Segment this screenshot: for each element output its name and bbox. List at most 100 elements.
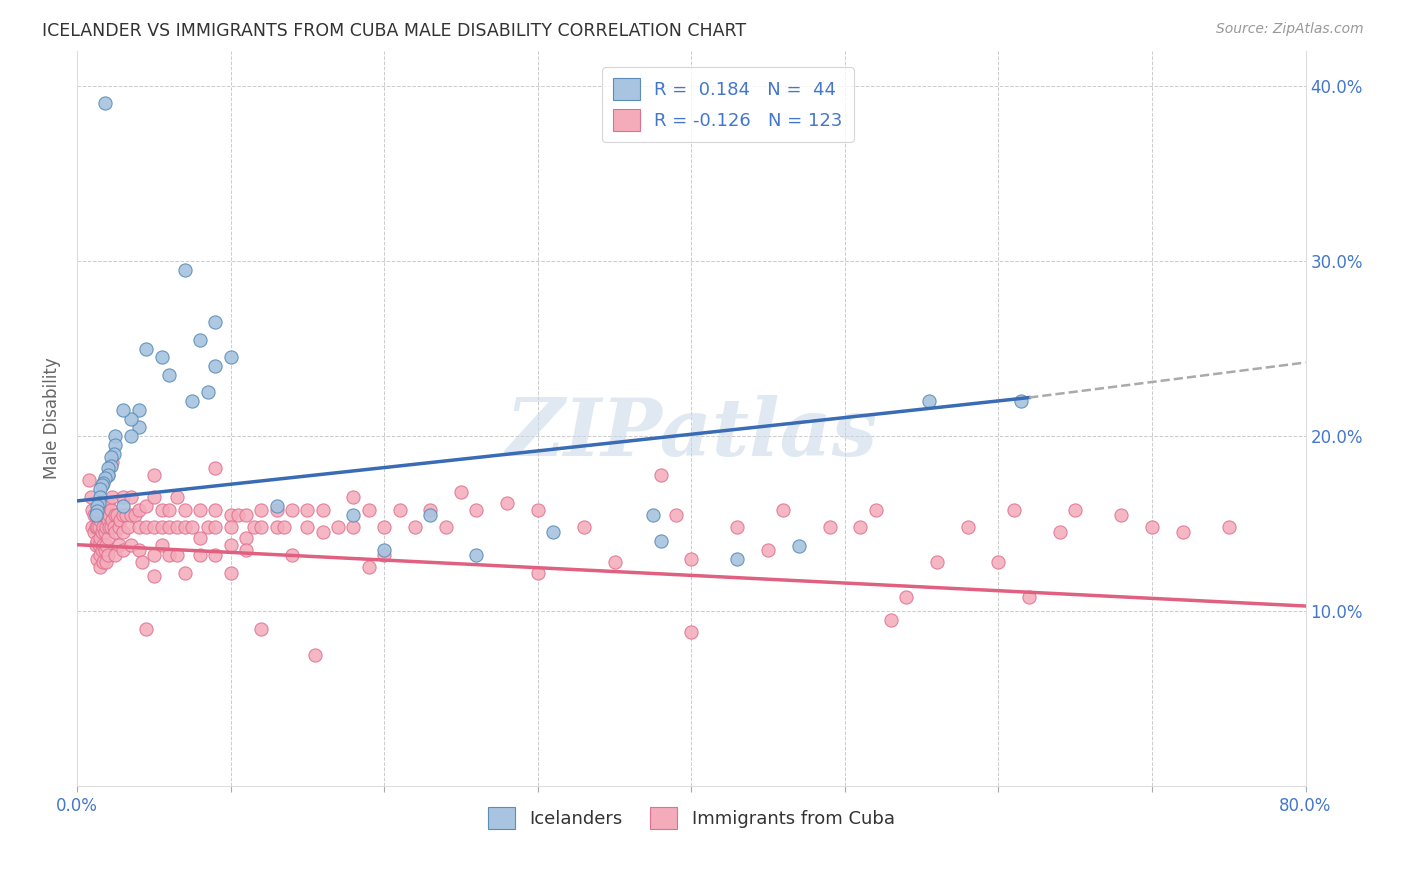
Point bbox=[880, 613, 903, 627]
Point bbox=[681, 551, 703, 566]
Point bbox=[250, 622, 273, 636]
Point bbox=[772, 502, 794, 516]
Point bbox=[112, 402, 135, 417]
Point bbox=[219, 508, 242, 522]
Point bbox=[91, 555, 114, 569]
Point bbox=[373, 520, 395, 534]
Text: ZIPatlas: ZIPatlas bbox=[505, 394, 877, 472]
Point bbox=[89, 560, 111, 574]
Point bbox=[93, 96, 115, 111]
Point bbox=[91, 520, 114, 534]
Point bbox=[86, 504, 108, 518]
Point bbox=[312, 502, 335, 516]
Point bbox=[357, 502, 380, 516]
Point bbox=[90, 543, 112, 558]
Point bbox=[91, 476, 114, 491]
Point bbox=[388, 502, 411, 516]
Point bbox=[128, 502, 150, 516]
Point bbox=[103, 520, 125, 534]
Point bbox=[188, 502, 211, 516]
Point bbox=[97, 513, 120, 527]
Point bbox=[120, 508, 142, 522]
Point bbox=[419, 508, 441, 522]
Point bbox=[89, 491, 111, 505]
Point bbox=[105, 508, 128, 522]
Text: ICELANDER VS IMMIGRANTS FROM CUBA MALE DISABILITY CORRELATION CHART: ICELANDER VS IMMIGRANTS FROM CUBA MALE D… bbox=[42, 22, 747, 40]
Point bbox=[297, 520, 319, 534]
Point bbox=[104, 438, 127, 452]
Point bbox=[142, 467, 165, 482]
Point bbox=[90, 478, 112, 492]
Point bbox=[219, 566, 242, 580]
Point bbox=[86, 520, 108, 534]
Point bbox=[101, 455, 124, 469]
Point bbox=[93, 471, 115, 485]
Point bbox=[404, 520, 426, 534]
Point bbox=[1171, 525, 1194, 540]
Point bbox=[87, 538, 110, 552]
Point bbox=[83, 525, 105, 540]
Point bbox=[250, 520, 273, 534]
Point bbox=[120, 411, 142, 425]
Text: Source: ZipAtlas.com: Source: ZipAtlas.com bbox=[1216, 22, 1364, 37]
Point bbox=[342, 491, 364, 505]
Point bbox=[108, 513, 131, 527]
Point bbox=[1010, 394, 1032, 409]
Point bbox=[90, 525, 112, 540]
Point bbox=[128, 543, 150, 558]
Point bbox=[918, 394, 941, 409]
Point bbox=[96, 502, 118, 516]
Point bbox=[496, 496, 519, 510]
Point bbox=[197, 520, 219, 534]
Point bbox=[204, 520, 226, 534]
Point bbox=[93, 496, 115, 510]
Point bbox=[89, 482, 111, 496]
Legend: Icelanders, Immigrants from Cuba: Icelanders, Immigrants from Cuba bbox=[481, 800, 901, 837]
Point bbox=[181, 394, 204, 409]
Point bbox=[281, 548, 304, 562]
Point bbox=[89, 496, 111, 510]
Point bbox=[541, 525, 564, 540]
Point bbox=[357, 560, 380, 574]
Point bbox=[104, 525, 127, 540]
Point bbox=[135, 622, 157, 636]
Point bbox=[273, 520, 295, 534]
Point bbox=[84, 520, 107, 534]
Point bbox=[101, 491, 124, 505]
Point bbox=[97, 496, 120, 510]
Point bbox=[142, 548, 165, 562]
Point bbox=[150, 351, 173, 365]
Point bbox=[1109, 508, 1132, 522]
Point bbox=[83, 508, 105, 522]
Point bbox=[97, 467, 120, 482]
Point bbox=[98, 520, 121, 534]
Point bbox=[89, 513, 111, 527]
Point bbox=[96, 520, 118, 534]
Point bbox=[104, 429, 127, 443]
Point bbox=[86, 534, 108, 549]
Point bbox=[135, 520, 157, 534]
Point bbox=[1218, 520, 1240, 534]
Point bbox=[90, 508, 112, 522]
Point bbox=[157, 548, 180, 562]
Point bbox=[135, 499, 157, 513]
Point bbox=[100, 520, 122, 534]
Point bbox=[128, 520, 150, 534]
Point bbox=[1002, 502, 1025, 516]
Point bbox=[112, 491, 135, 505]
Point bbox=[650, 534, 672, 549]
Point bbox=[204, 315, 226, 329]
Point bbox=[93, 508, 115, 522]
Point bbox=[1049, 525, 1071, 540]
Point bbox=[956, 520, 979, 534]
Point bbox=[1064, 502, 1087, 516]
Point bbox=[166, 548, 188, 562]
Point bbox=[103, 447, 125, 461]
Point bbox=[173, 262, 195, 277]
Point bbox=[124, 508, 146, 522]
Point bbox=[925, 555, 948, 569]
Point bbox=[98, 508, 121, 522]
Point bbox=[297, 502, 319, 516]
Point bbox=[266, 499, 288, 513]
Point bbox=[465, 502, 488, 516]
